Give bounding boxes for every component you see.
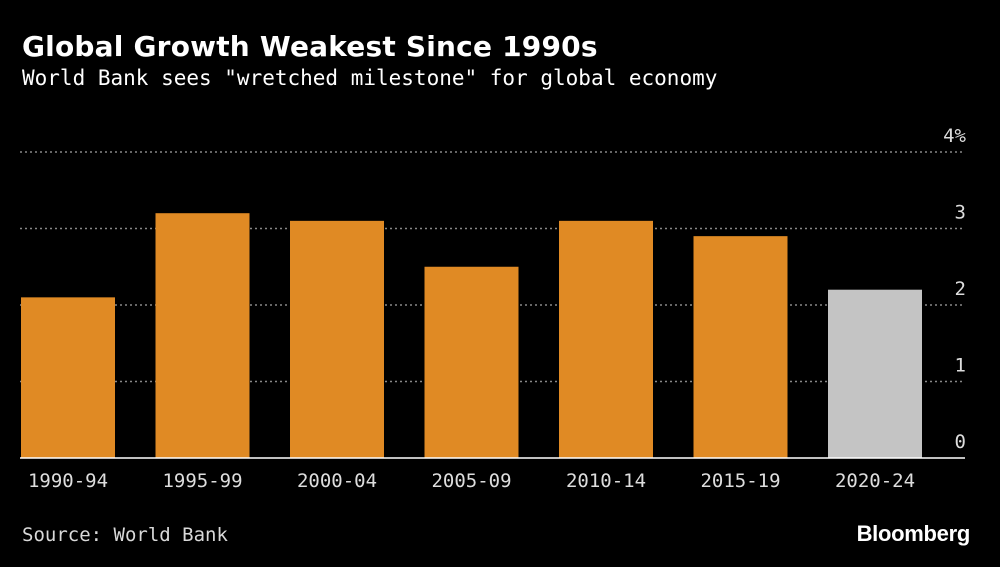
chart-title: Global Growth Weakest Since 1990s bbox=[22, 30, 598, 63]
bloomberg-logo: Bloomberg bbox=[856, 521, 971, 546]
bar-1990-94 bbox=[21, 297, 115, 458]
x-tick-label: 1995-99 bbox=[162, 470, 242, 492]
bar-2005-09 bbox=[424, 266, 519, 458]
bar-2015-19 bbox=[693, 236, 788, 458]
y-tick-label: 1 bbox=[955, 355, 966, 377]
y-tick-label: 3 bbox=[955, 202, 966, 224]
bar-1995-99 bbox=[155, 213, 250, 458]
y-tick-label: 2 bbox=[955, 278, 966, 300]
x-tick-label: 2005-09 bbox=[431, 470, 511, 492]
bar-2000-04 bbox=[290, 220, 384, 458]
bar-2020-24 bbox=[828, 289, 922, 458]
x-tick-label: 2020-24 bbox=[835, 470, 915, 492]
y-tick-label: 0 bbox=[955, 431, 966, 453]
x-tick-label: 2010-14 bbox=[566, 470, 646, 492]
source-note: Source: World Bank bbox=[22, 524, 228, 546]
bar-2010-14 bbox=[559, 220, 653, 458]
chart-subtitle: World Bank sees "wretched milestone" for… bbox=[22, 66, 718, 90]
x-tick-label: 2000-04 bbox=[297, 470, 377, 492]
y-tick-label: 4% bbox=[943, 125, 966, 147]
x-tick-label: 2015-19 bbox=[700, 470, 780, 492]
bar-chart: 0 1 2 3 4% 1990-94 1995-99 2000-04 2005-09 2010-1… bbox=[20, 125, 967, 492]
x-tick-label: 1990-94 bbox=[28, 470, 108, 492]
